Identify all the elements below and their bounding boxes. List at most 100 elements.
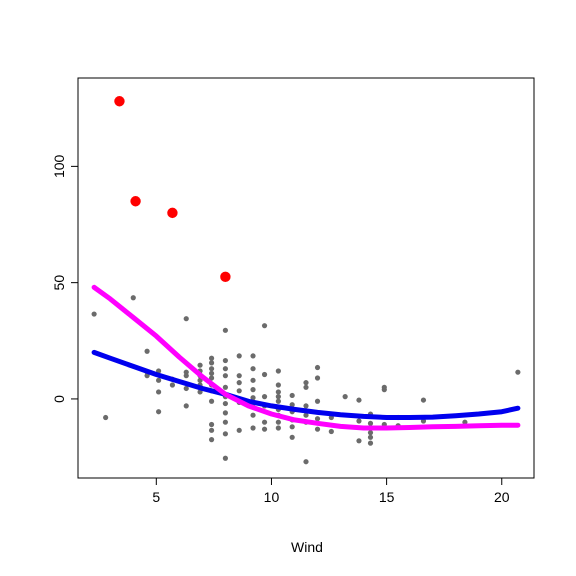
data-point <box>275 398 281 404</box>
data-point <box>183 373 189 379</box>
x-axis: 5 10 15 20 <box>152 477 510 505</box>
highlight-point <box>167 207 178 219</box>
data-point <box>222 419 228 425</box>
data-point <box>367 434 374 440</box>
data-point <box>91 311 97 317</box>
highlight-point <box>220 271 231 283</box>
data-point <box>314 364 321 371</box>
data-point <box>275 425 281 431</box>
highlight-point <box>114 96 125 107</box>
data-point <box>208 437 215 443</box>
data-point <box>250 425 256 431</box>
data-point <box>250 412 256 418</box>
data-point <box>156 389 162 395</box>
data-point <box>236 380 242 386</box>
data-point <box>144 373 150 379</box>
data-point <box>250 366 256 372</box>
x-tick-label: 5 <box>152 489 160 505</box>
data-point <box>303 384 309 390</box>
data-point <box>289 434 295 440</box>
data-point <box>275 389 281 395</box>
data-point <box>103 414 109 421</box>
data-points <box>91 295 521 465</box>
y-axis: 0 50 100 <box>51 154 79 403</box>
data-point <box>275 382 281 388</box>
blue-fit-curve <box>91 349 521 420</box>
data-point <box>367 440 374 446</box>
data-point <box>197 362 203 368</box>
data-point <box>462 419 468 425</box>
data-point <box>515 369 521 375</box>
y-tick-label: 50 <box>51 275 67 291</box>
data-point <box>303 380 309 386</box>
highlighted-points <box>114 96 231 283</box>
data-point <box>261 419 268 425</box>
data-point <box>250 377 256 383</box>
data-point <box>250 395 256 401</box>
data-point <box>275 394 281 400</box>
data-point <box>289 402 295 408</box>
data-point <box>356 438 362 444</box>
data-point <box>314 375 321 381</box>
data-point <box>356 397 362 403</box>
x-tick-label: 10 <box>264 489 280 505</box>
data-point <box>314 416 321 422</box>
data-point <box>275 368 281 374</box>
data-point <box>236 353 242 359</box>
data-point <box>208 360 215 366</box>
data-point <box>222 431 228 437</box>
data-point <box>222 400 228 407</box>
data-point <box>381 387 387 393</box>
data-point <box>275 419 281 425</box>
data-point <box>236 373 242 379</box>
data-point <box>183 403 189 409</box>
data-point <box>261 323 268 329</box>
data-point <box>222 373 228 379</box>
data-point <box>289 424 295 430</box>
data-point <box>261 426 268 432</box>
data-point <box>169 382 176 388</box>
data-point <box>222 455 228 461</box>
y-tick-label: 100 <box>51 154 67 178</box>
data-point <box>208 427 215 433</box>
y-tick-label: 0 <box>51 395 67 403</box>
magenta-curve-line <box>91 284 521 431</box>
data-point <box>261 394 268 400</box>
data-point <box>236 388 242 394</box>
data-point <box>156 409 162 415</box>
plot-frame <box>77 77 535 479</box>
x-axis-label: Wind <box>291 539 323 555</box>
data-point <box>250 387 256 393</box>
x-tick-label: 15 <box>379 489 395 505</box>
data-point <box>250 353 256 359</box>
data-point <box>208 366 215 372</box>
x-tick-label: 20 <box>494 489 510 505</box>
data-point <box>303 412 309 418</box>
data-point <box>314 426 321 432</box>
data-point <box>222 366 228 372</box>
data-point <box>222 410 228 416</box>
data-point <box>208 421 215 428</box>
data-point <box>289 392 295 399</box>
data-point <box>367 430 374 436</box>
data-point <box>208 375 215 381</box>
data-point <box>208 370 215 376</box>
data-point <box>222 384 228 390</box>
data-point <box>222 327 228 333</box>
magenta-fit-curve <box>91 284 521 431</box>
data-point <box>183 316 189 322</box>
data-point <box>356 418 362 424</box>
data-point <box>342 394 348 400</box>
data-point <box>367 420 374 426</box>
data-point <box>420 397 427 403</box>
data-point <box>303 459 309 465</box>
data-point <box>314 398 321 404</box>
data-point <box>130 295 136 301</box>
data-point <box>144 348 150 354</box>
data-point <box>261 371 268 378</box>
data-point <box>222 357 228 364</box>
data-point <box>303 403 309 409</box>
highlight-point <box>130 196 141 207</box>
data-point <box>156 377 162 383</box>
